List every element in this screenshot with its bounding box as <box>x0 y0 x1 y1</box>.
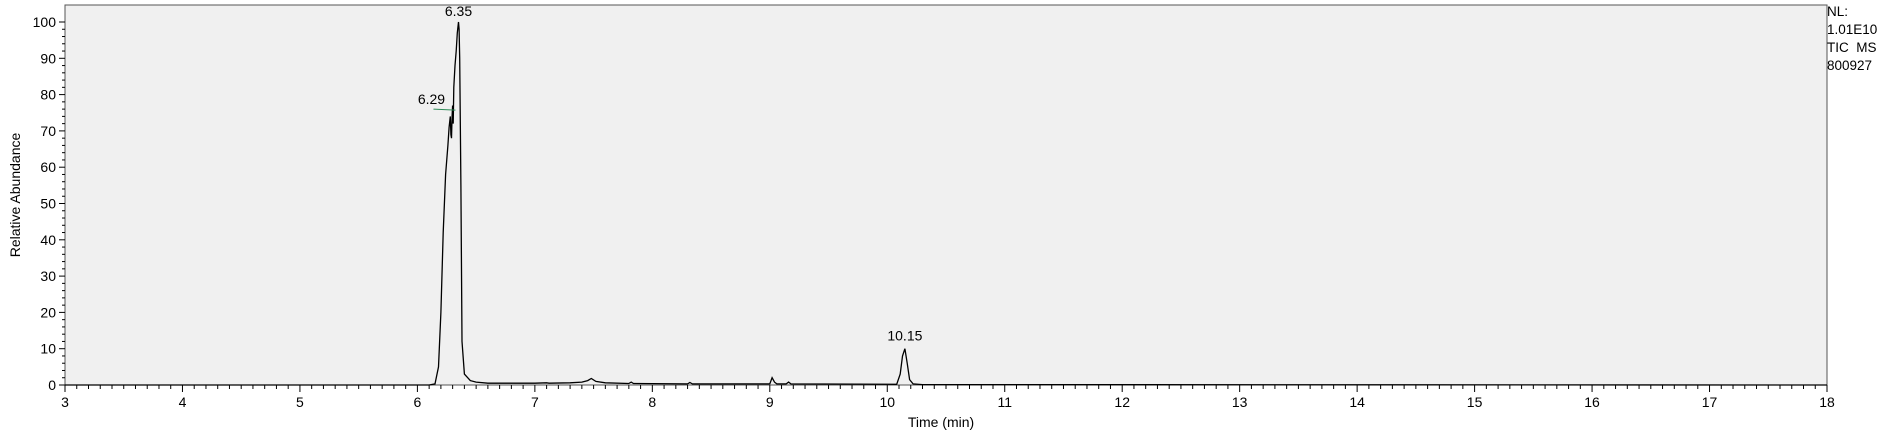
normalization-label: NL: <box>1827 4 1849 19</box>
x-tick-label: 17 <box>1702 394 1718 410</box>
peak-label: 6.35 <box>445 3 472 19</box>
y-tick-label: 50 <box>40 196 56 212</box>
y-tick-label: 40 <box>40 232 56 248</box>
x-tick-label: 5 <box>296 394 304 410</box>
x-tick-label: 15 <box>1467 394 1483 410</box>
plot-area <box>64 4 1828 386</box>
x-tick-label: 16 <box>1584 394 1600 410</box>
peak-label: 10.15 <box>887 328 922 344</box>
x-tick-label: 6 <box>414 394 422 410</box>
peak-labels: 6.35 6.29 10.15 <box>418 3 923 344</box>
x-axis: 3 4 5 6 7 8 9 10 11 12 13 14 15 16 17 18 <box>61 385 1835 410</box>
trace-info: NL: 1.01E10 TIC MS 800927 <box>1827 3 1877 75</box>
x-tick-label: 10 <box>879 394 895 410</box>
sample-id: 800927 <box>1827 58 1873 73</box>
x-tick-label: 13 <box>1232 394 1248 410</box>
x-tick-label: 9 <box>766 394 774 410</box>
peak-marker-line <box>433 108 456 111</box>
y-axis: 0 10 20 30 40 50 60 70 80 90 100 <box>33 14 65 393</box>
y-tick-label: 70 <box>40 123 56 139</box>
y-tick-label: 0 <box>48 377 56 393</box>
y-tick-label: 20 <box>40 304 56 320</box>
x-tick-label: 4 <box>179 394 187 410</box>
y-tick-label: 60 <box>40 159 56 175</box>
x-tick-label: 11 <box>997 394 1012 410</box>
y-tick-label: 80 <box>40 87 56 103</box>
y-axis-title: Relative Abundance <box>7 133 23 258</box>
x-axis-title: Time (min) <box>908 414 974 430</box>
y-tick-label: 10 <box>40 341 56 357</box>
x-tick-label: 3 <box>61 394 69 410</box>
x-tick-label: 12 <box>1114 394 1130 410</box>
y-tick-label: 100 <box>33 14 57 30</box>
peak-label: 6.29 <box>418 91 445 107</box>
chromatogram-trace <box>65 21 1828 386</box>
y-tick-label: 30 <box>40 268 56 284</box>
trace-type: TIC MS <box>1827 40 1877 55</box>
x-tick-label: 18 <box>1819 394 1835 410</box>
x-tick-label: 7 <box>531 394 539 410</box>
x-tick-label: 8 <box>648 394 656 410</box>
y-tick-label: 90 <box>40 50 56 66</box>
normalization-value: 1.01E10 <box>1827 22 1878 37</box>
x-tick-label: 14 <box>1349 394 1365 410</box>
